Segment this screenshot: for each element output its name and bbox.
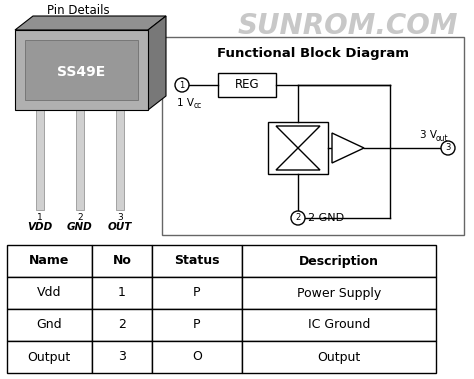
Text: 1: 1 — [37, 213, 43, 222]
FancyBboxPatch shape — [242, 341, 436, 373]
Text: Description: Description — [299, 255, 379, 268]
FancyBboxPatch shape — [116, 110, 124, 210]
Text: O: O — [192, 351, 202, 363]
Text: Output: Output — [27, 351, 71, 363]
Text: Vdd: Vdd — [37, 287, 61, 299]
Text: OUT: OUT — [108, 222, 132, 232]
Polygon shape — [15, 16, 166, 30]
Text: 2: 2 — [295, 213, 301, 222]
FancyBboxPatch shape — [152, 245, 242, 277]
Text: 2: 2 — [118, 318, 126, 332]
Text: 3 V: 3 V — [420, 130, 437, 140]
FancyBboxPatch shape — [92, 341, 152, 373]
FancyBboxPatch shape — [92, 245, 152, 277]
Text: Power Supply: Power Supply — [297, 287, 381, 299]
FancyBboxPatch shape — [7, 245, 92, 277]
FancyBboxPatch shape — [218, 73, 276, 97]
Text: 1 V: 1 V — [177, 98, 194, 108]
Text: Name: Name — [29, 255, 69, 268]
Text: REG: REG — [235, 78, 259, 91]
FancyBboxPatch shape — [242, 277, 436, 309]
Text: 1: 1 — [179, 80, 185, 89]
Text: SUNROM.COM: SUNROM.COM — [238, 12, 458, 40]
Text: Functional Block Diagram: Functional Block Diagram — [217, 47, 409, 60]
Text: Gnd: Gnd — [36, 318, 62, 332]
Circle shape — [175, 78, 189, 92]
FancyBboxPatch shape — [92, 309, 152, 341]
Circle shape — [291, 211, 305, 225]
FancyBboxPatch shape — [268, 122, 328, 174]
FancyBboxPatch shape — [36, 110, 44, 210]
FancyBboxPatch shape — [7, 277, 92, 309]
Polygon shape — [276, 148, 320, 170]
FancyBboxPatch shape — [76, 110, 84, 210]
Text: Output: Output — [318, 351, 361, 363]
FancyBboxPatch shape — [152, 277, 242, 309]
Text: out: out — [436, 134, 448, 143]
FancyBboxPatch shape — [15, 30, 148, 110]
FancyBboxPatch shape — [7, 309, 92, 341]
Text: 1: 1 — [118, 287, 126, 299]
Text: SS49E: SS49E — [57, 65, 105, 79]
Text: No: No — [112, 255, 131, 268]
FancyBboxPatch shape — [242, 309, 436, 341]
Text: 2: 2 — [77, 213, 83, 222]
FancyBboxPatch shape — [92, 277, 152, 309]
Text: P: P — [193, 287, 201, 299]
Text: P: P — [193, 318, 201, 332]
FancyBboxPatch shape — [242, 245, 436, 277]
Text: VDD: VDD — [27, 222, 53, 232]
Text: Status: Status — [174, 255, 220, 268]
FancyBboxPatch shape — [152, 341, 242, 373]
FancyBboxPatch shape — [162, 37, 464, 235]
Circle shape — [441, 141, 455, 155]
Polygon shape — [332, 133, 364, 163]
Polygon shape — [148, 16, 166, 110]
FancyBboxPatch shape — [25, 40, 138, 100]
Text: cc: cc — [194, 101, 202, 110]
FancyBboxPatch shape — [7, 341, 92, 373]
Text: 3: 3 — [445, 144, 451, 152]
FancyBboxPatch shape — [152, 309, 242, 341]
Text: GND: GND — [67, 222, 93, 232]
Text: IC Ground: IC Ground — [308, 318, 370, 332]
Text: 2 GND: 2 GND — [308, 213, 344, 223]
Text: 3: 3 — [117, 213, 123, 222]
Text: 3: 3 — [118, 351, 126, 363]
Text: Pin Details: Pin Details — [46, 4, 109, 17]
Polygon shape — [276, 126, 320, 148]
